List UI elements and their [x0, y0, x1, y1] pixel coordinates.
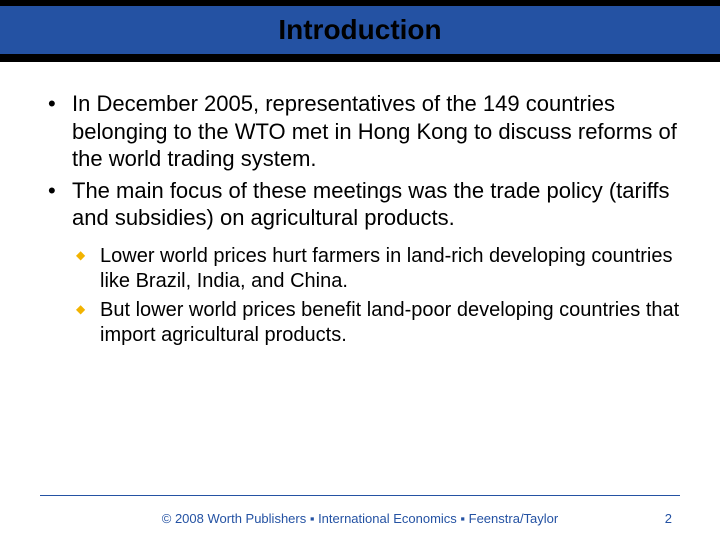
sub-bullet-item: Lower world prices hurt farmers in land-…: [72, 244, 680, 294]
blue-title-bar: Introduction: [0, 6, 720, 54]
footer-rule: [40, 495, 680, 496]
footer-text: © 2008 Worth Publishers ▪ International …: [40, 511, 680, 526]
slide-title: Introduction: [278, 14, 441, 46]
bullet-item: The main focus of these meetings was the…: [40, 177, 680, 232]
sub-bullet-item: But lower world prices benefit land-poor…: [72, 298, 680, 348]
page-number: 2: [665, 511, 672, 526]
main-bullet-list: In December 2005, representatives of the…: [40, 90, 680, 232]
black-rule-bottom: [0, 54, 720, 62]
bullet-item: In December 2005, representatives of the…: [40, 90, 680, 173]
sub-bullet-list: Lower world prices hurt farmers in land-…: [72, 244, 680, 348]
title-band: Introduction: [0, 0, 720, 62]
slide-body: In December 2005, representatives of the…: [0, 62, 720, 348]
slide-footer: © 2008 Worth Publishers ▪ International …: [0, 511, 720, 526]
